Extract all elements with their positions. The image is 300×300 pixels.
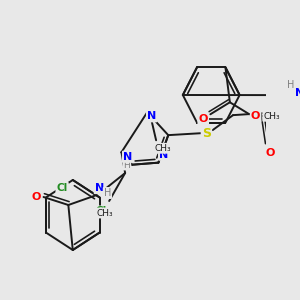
Text: N: N — [159, 150, 168, 160]
Text: H: H — [287, 80, 294, 90]
Text: H: H — [124, 160, 130, 169]
Text: N: N — [123, 152, 132, 162]
Text: CH₃: CH₃ — [155, 144, 172, 153]
Text: N: N — [295, 88, 300, 98]
Text: H: H — [104, 188, 111, 198]
Text: Cl: Cl — [96, 206, 107, 217]
Text: CH₃: CH₃ — [96, 208, 113, 217]
Text: O: O — [251, 111, 260, 121]
Text: O: O — [32, 192, 41, 202]
Text: S: S — [202, 127, 211, 140]
Text: Cl: Cl — [56, 183, 68, 193]
Text: CH₃: CH₃ — [263, 112, 280, 121]
Text: N: N — [95, 183, 104, 193]
Text: O: O — [199, 114, 208, 124]
Text: N: N — [147, 111, 156, 121]
Text: O: O — [266, 148, 275, 158]
